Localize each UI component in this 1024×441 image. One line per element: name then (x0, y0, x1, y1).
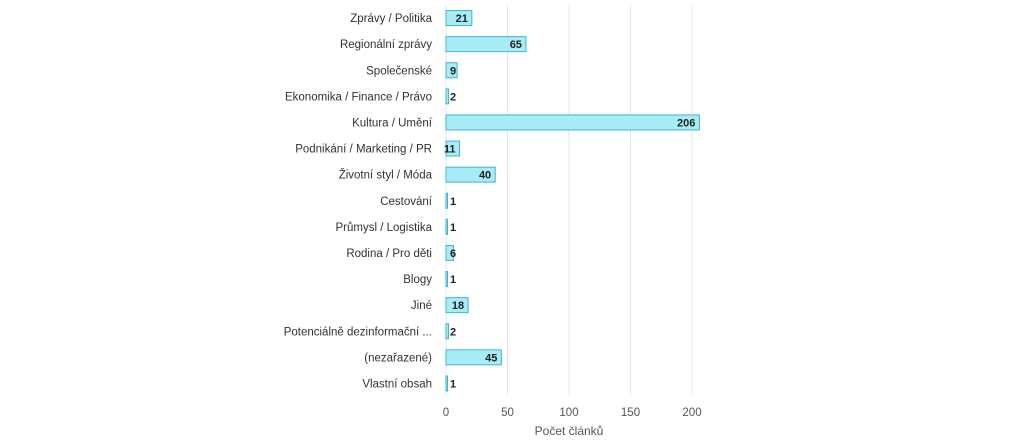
category-label: (nezařazené) (364, 352, 432, 364)
value-label: 1 (450, 274, 456, 286)
value-label: 21 (456, 13, 468, 25)
bar (445, 349, 502, 366)
x-tick-labels: 0 50 100 150 200 (443, 407, 702, 419)
bar (445, 244, 454, 261)
value-label: 1 (450, 378, 456, 390)
category-labels: Zprávy / Politika Regionální zprávy Společ… (284, 13, 433, 390)
category-label: Životní styl / Móda (339, 169, 433, 182)
x-tick-label: 200 (682, 407, 701, 419)
category-label: Ekonomika / Finance / Právo (285, 91, 432, 103)
category-label: Rodina / Pro děti (346, 248, 432, 260)
value-label: 1 (450, 222, 456, 234)
bar (445, 192, 448, 209)
category-label: Průmysl / Logistika (335, 222, 432, 234)
category-label: Zprávy / Politika (350, 13, 432, 25)
category-label: Podnikání / Marketing / PR (295, 144, 432, 156)
bar (445, 375, 448, 392)
category-label: Potenciálně dezinformační ... (284, 326, 432, 338)
value-label: 40 (479, 170, 491, 182)
category-label: Vlastní obsah (362, 378, 432, 390)
category-label: Regionální zprávy (340, 39, 432, 51)
bar (445, 271, 448, 288)
category-label: Společenské (366, 65, 432, 77)
value-label: 65 (510, 39, 522, 51)
value-label: 2 (450, 91, 456, 103)
value-label: 1 (450, 196, 456, 208)
bar (445, 323, 449, 340)
category-label: Blogy (403, 274, 432, 286)
bar (445, 114, 700, 131)
bar (445, 140, 461, 157)
category-label: Kultura / Umění (352, 117, 433, 129)
value-label: 9 (450, 65, 456, 77)
bar (445, 36, 527, 53)
bar (445, 10, 473, 27)
value-label: 206 (677, 117, 695, 129)
x-axis-title: Počet článků (535, 424, 604, 438)
value-label: 11 (444, 144, 456, 156)
grid-lines (445, 5, 693, 395)
value-label: 6 (450, 248, 456, 260)
bar (445, 62, 458, 79)
category-label: Jiné (411, 300, 432, 312)
value-label: 18 (452, 300, 464, 312)
bar (445, 88, 449, 105)
x-tick-label: 50 (501, 407, 514, 419)
value-label: 2 (450, 326, 456, 338)
x-tick-label: 0 (443, 407, 449, 419)
x-tick-label: 150 (621, 407, 640, 419)
bar (445, 218, 448, 235)
bar (445, 297, 469, 314)
value-label: 45 (485, 352, 497, 364)
category-label: Cestování (380, 196, 433, 208)
bar (445, 166, 496, 183)
bars (445, 10, 700, 392)
x-tick-label: 100 (559, 407, 578, 419)
